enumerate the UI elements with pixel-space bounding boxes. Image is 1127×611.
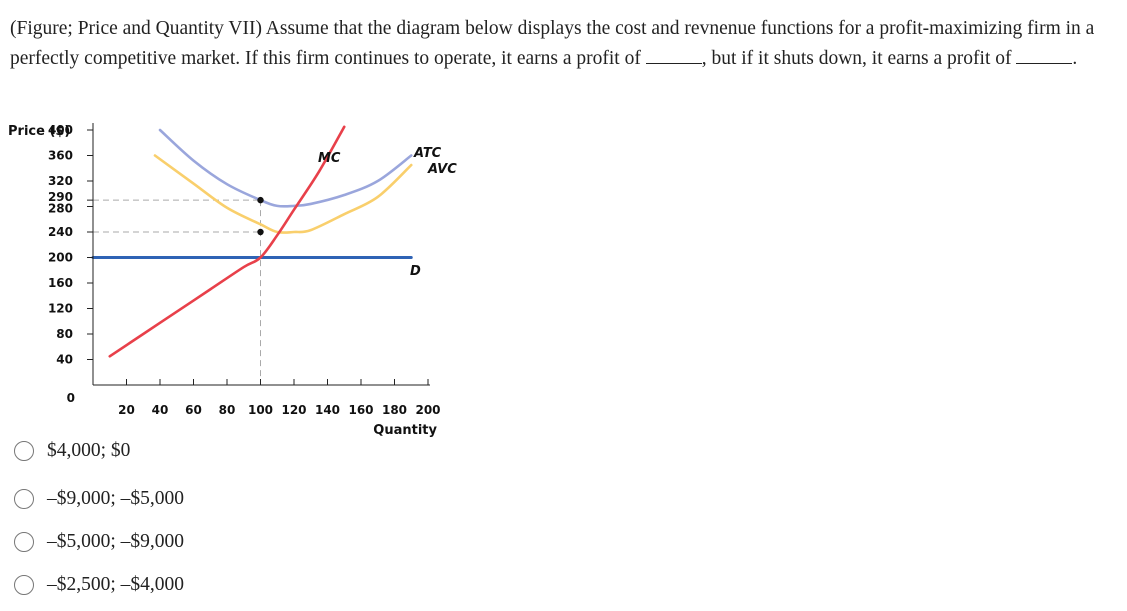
y-tick-label: 290 [48, 190, 73, 204]
radio-button[interactable] [14, 489, 34, 509]
option-3[interactable]: –$5,000; –$9,000 [14, 531, 184, 553]
y-tick-label: 400 [48, 123, 73, 137]
option-label: –$5,000; –$9,000 [47, 531, 185, 552]
radio-button[interactable] [14, 575, 34, 595]
series-label-d: D [410, 264, 421, 279]
question-text: (Figure; Price and Quantity VII) Assume … [10, 14, 1125, 74]
y-tick-label: 320 [48, 174, 73, 188]
x-tick-label: 160 [348, 403, 373, 417]
y-tick-label: 40 [56, 353, 73, 367]
data-point [257, 228, 264, 236]
series-label-avc: AVC [427, 162, 457, 177]
x-tick-label: 20 [118, 403, 135, 417]
x-tick-label: 140 [315, 403, 340, 417]
question-part-2: , but if it shuts down, it earns a profi… [701, 48, 1017, 69]
x-axis-title: Quantity [373, 423, 437, 438]
x-tick-label: 200 [415, 403, 440, 417]
x-tick-label: 80 [219, 403, 236, 417]
option-1[interactable]: $4,000; $0 [14, 440, 130, 462]
answer-blank-1 [645, 45, 702, 64]
x-tick-label: 180 [382, 403, 407, 417]
points [257, 196, 264, 236]
y-tick-label: 80 [56, 327, 73, 341]
y-axis-title: Price ($) [8, 124, 70, 139]
x-tick-label: 120 [281, 403, 306, 417]
y-tick-label: 120 [48, 302, 73, 316]
option-2[interactable]: –$9,000; –$5,000 [14, 488, 184, 510]
dashed-guides [93, 199, 261, 385]
series-label-mc: MC [318, 151, 341, 166]
radio-button[interactable] [14, 532, 34, 552]
option-4[interactable]: –$2,500; –$4,000 [14, 574, 184, 596]
x-tick-label: 40 [152, 403, 169, 417]
question-part-3: . [1072, 48, 1078, 69]
series-atc-line [158, 128, 413, 208]
origin-label: 0 [67, 391, 75, 405]
y-tick-label: 360 [48, 149, 73, 163]
y-tick-label: 160 [48, 276, 73, 290]
option-label: –$9,000; –$5,000 [47, 488, 185, 509]
curves [91, 125, 413, 358]
series-mc-line [108, 125, 346, 358]
y-tick-label: 280 [48, 202, 73, 216]
x-tick-label: 100 [248, 403, 273, 417]
option-label: –$2,500; –$4,000 [47, 574, 185, 595]
y-tick-label: 200 [48, 251, 73, 265]
question-part-1: (Figure; Price and Quantity VII) Assume … [10, 18, 1095, 69]
answer-blank-2 [1016, 45, 1073, 64]
option-label: $4,000; $0 [47, 440, 131, 461]
radio-button[interactable] [14, 441, 34, 461]
y-tick-label: 240 [48, 225, 73, 239]
data-point [257, 196, 264, 204]
series-label-atc: ATC [413, 146, 442, 161]
series-avc-line [153, 154, 413, 234]
x-tick-label: 60 [185, 403, 202, 417]
